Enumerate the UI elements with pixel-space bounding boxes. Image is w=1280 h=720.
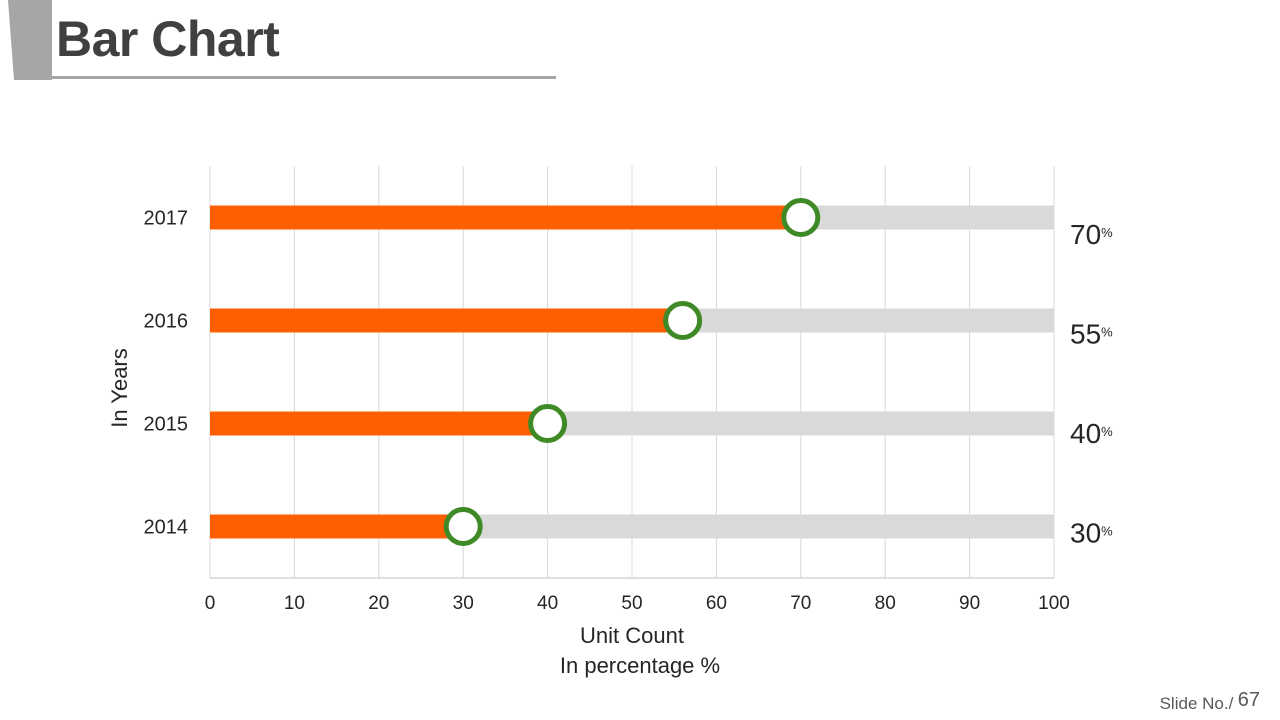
value-suffix: % xyxy=(1101,524,1113,539)
slide-footer: Slide No./ 67 xyxy=(1160,689,1260,714)
bar xyxy=(210,205,801,230)
bar-marker xyxy=(443,507,483,546)
value-suffix: % xyxy=(1101,225,1113,240)
x-tick-label: 90 xyxy=(959,593,980,614)
slide-title: Bar Chart xyxy=(56,11,280,67)
bar xyxy=(210,308,675,333)
x-tick-label: 50 xyxy=(621,593,642,614)
x-tick-label: 10 xyxy=(284,593,305,614)
x-tick-label: 100 xyxy=(1038,593,1070,614)
x-tick-label: 60 xyxy=(706,593,727,614)
x-tick-label: 70 xyxy=(790,593,811,614)
x-tick-label: 0 xyxy=(205,593,216,614)
y-category-label: 2017 xyxy=(144,208,189,230)
slide-number-label: Slide No./ xyxy=(1159,694,1234,713)
x-tick-label: 30 xyxy=(453,593,474,614)
title-accent-tab xyxy=(8,0,52,80)
y-axis-title: In Years xyxy=(107,348,132,428)
y-category-label: 2016 xyxy=(144,311,189,333)
chart-bars xyxy=(210,205,801,539)
value-suffix: % xyxy=(1101,325,1113,340)
value-label: 55% xyxy=(1070,319,1113,350)
chart-gridlines xyxy=(209,166,1055,579)
y-category-label: 2015 xyxy=(144,414,189,436)
value-label: 70% xyxy=(1070,219,1113,250)
value-label: 40% xyxy=(1070,418,1113,449)
chart-markers xyxy=(443,198,821,546)
bar-marker xyxy=(663,301,703,340)
bar xyxy=(210,514,464,539)
value-suffix: % xyxy=(1101,424,1113,439)
x-tick-label: 80 xyxy=(875,593,896,614)
x-tick-label: 20 xyxy=(368,593,389,614)
title-underline xyxy=(52,76,556,79)
chart-labels: 0 10 20 30 40 50 60 70 80 90 100 2014 30% 2015 40% 2016… xyxy=(107,208,1113,679)
x-tick-label: 40 xyxy=(537,593,558,614)
bar-marker xyxy=(528,404,568,443)
x-axis-subtitle: In percentage % xyxy=(560,653,720,678)
bar xyxy=(210,411,548,436)
y-category-label: 2014 xyxy=(144,517,189,539)
value-label: 30% xyxy=(1070,518,1113,549)
bar-marker xyxy=(781,198,821,237)
slide-number: 67 xyxy=(1237,689,1260,711)
x-axis-title: Unit Count xyxy=(580,623,684,648)
